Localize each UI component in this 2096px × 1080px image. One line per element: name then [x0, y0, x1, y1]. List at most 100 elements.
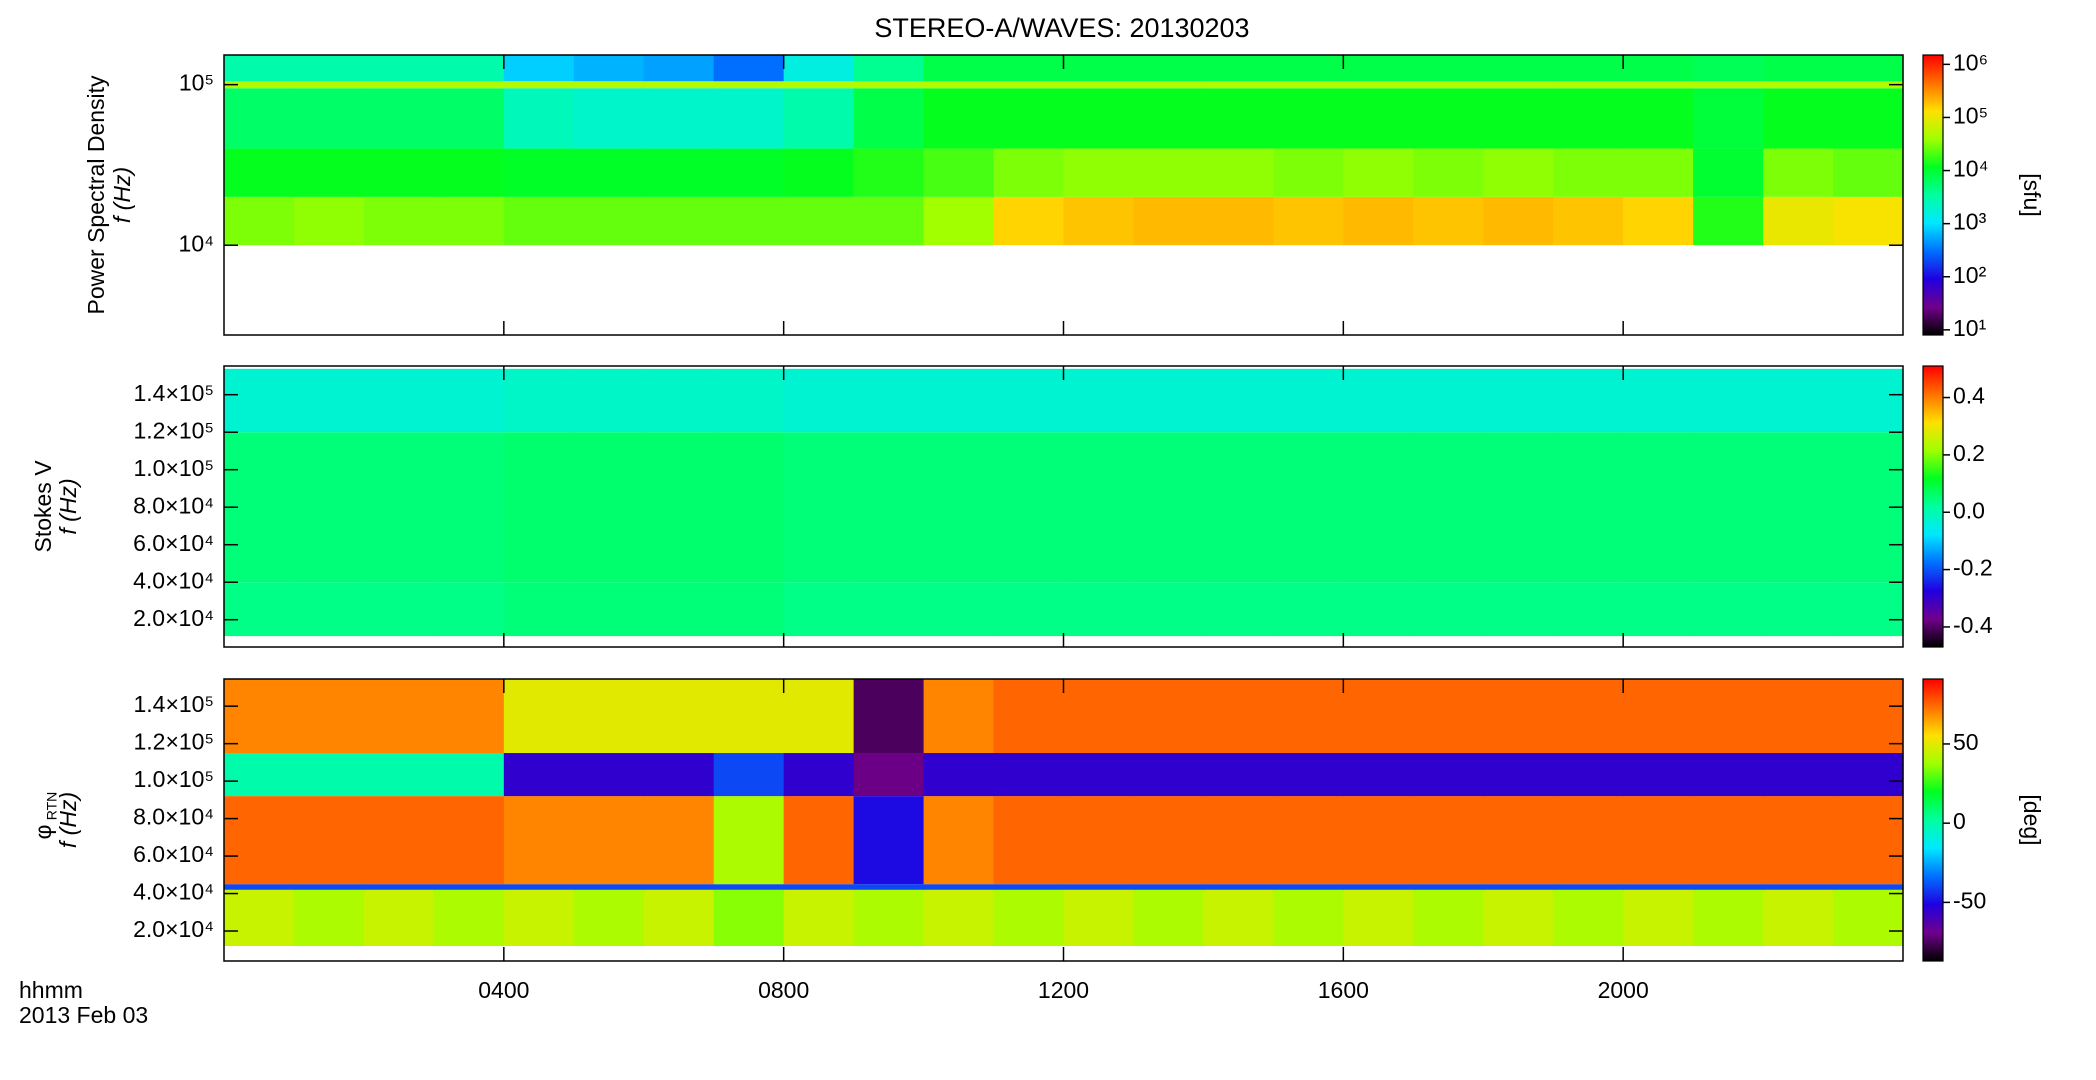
heatmap-cell	[1413, 55, 1484, 82]
heatmap-cell	[1483, 679, 1554, 754]
y-tick-label: 1.2×10⁵	[133, 417, 214, 443]
heatmap-cell	[224, 679, 295, 754]
heatmap-cell	[783, 81, 855, 89]
heatmap-cell	[1553, 432, 1624, 583]
heatmap-cell	[1273, 796, 1344, 885]
y-tick-label: 8.0×10⁴	[133, 804, 214, 830]
heatmap-cell	[853, 753, 925, 797]
heatmap-cell	[1623, 884, 1694, 890]
heatmap-cell	[1203, 81, 1274, 89]
colorbar-tick-label: -0.2	[1953, 555, 1993, 581]
heatmap-cell	[1553, 582, 1624, 637]
y-axis-label: Power Spectral Density	[83, 75, 109, 315]
y-axis-unit: f (Hz)	[55, 792, 81, 848]
colorbar-label: [sfu]	[2019, 173, 2045, 216]
heatmap-cell	[1623, 889, 1694, 947]
heatmap-cell	[363, 889, 435, 947]
heatmap-cell	[1623, 753, 1694, 797]
heatmap-cell	[1203, 582, 1274, 637]
heatmap-cell	[783, 88, 855, 149]
heatmap-cell	[993, 88, 1065, 149]
heatmap-cell	[643, 368, 715, 433]
heatmap-cell	[1763, 55, 1834, 82]
heatmap-cell	[293, 753, 365, 797]
heatmap-cell	[1833, 55, 1904, 82]
heatmap-cell	[1693, 582, 1764, 637]
heatmap-cell	[224, 582, 295, 637]
heatmap-cell	[993, 81, 1065, 89]
y-tick-label: 1.4×10⁵	[133, 691, 214, 717]
y-tick-label: 1.0×10⁵	[133, 455, 214, 481]
heatmap-cell	[1413, 889, 1484, 947]
heatmap-cell	[1763, 889, 1834, 947]
y-tick-label: 8.0×10⁴	[133, 492, 214, 518]
heatmap-cell	[1273, 196, 1344, 246]
heatmap-cell	[783, 368, 855, 433]
heatmap-cell	[1133, 753, 1205, 797]
colorbar-tick-label: 50	[1953, 729, 1979, 755]
heatmap-cell	[1833, 679, 1904, 754]
heatmap-cell	[1343, 196, 1414, 246]
heatmap-cell	[783, 582, 855, 637]
heatmap-cell	[1413, 582, 1484, 637]
heatmap-cell	[1833, 753, 1904, 797]
heatmap-cell	[1763, 753, 1834, 797]
heatmap-cell	[993, 884, 1065, 890]
heatmap-cell	[1763, 884, 1834, 890]
heatmap-cell	[433, 753, 505, 797]
colorbar-tick-label: 0.0	[1953, 497, 1985, 523]
heatmap-cell	[433, 582, 505, 637]
heatmap-cell	[1133, 679, 1205, 754]
heatmap-cell	[1133, 88, 1205, 149]
heatmap-cell	[293, 81, 365, 89]
heatmap-cell	[1273, 432, 1344, 583]
heatmap-cell	[1273, 368, 1344, 433]
colorbar-label: [deg]	[2019, 794, 2045, 845]
heatmap-cell	[1553, 55, 1624, 82]
heatmap-cell	[1203, 88, 1274, 149]
heatmap-cell	[1553, 368, 1624, 433]
heatmap-cell	[1063, 432, 1135, 583]
heatmap-cell	[293, 889, 365, 947]
heatmap-cell	[1693, 88, 1764, 149]
heatmap-cell	[503, 148, 575, 197]
heatmap-cell	[713, 582, 785, 637]
heatmap-cell	[1833, 81, 1904, 89]
heatmap-cell	[1693, 55, 1764, 82]
heatmap-cell	[503, 196, 575, 246]
heatmap-cell	[1063, 81, 1135, 89]
heatmap-cell	[1693, 753, 1764, 797]
y-axis-label: φ	[30, 825, 56, 840]
heatmap-cell	[1413, 796, 1484, 885]
heatmap-cell	[503, 796, 575, 885]
heatmap-cell	[1483, 55, 1554, 82]
heatmap-cell	[643, 582, 715, 637]
y-tick-label: 2.0×10⁴	[133, 605, 214, 631]
heatmap-cell	[363, 432, 435, 583]
heatmap-cell	[1623, 582, 1694, 637]
heatmap-cell	[503, 753, 575, 797]
heatmap-cell	[224, 88, 295, 149]
heatmap-cell	[1343, 582, 1414, 637]
heatmap-cell	[993, 432, 1065, 583]
heatmap-cell	[1693, 889, 1764, 947]
heatmap-cell	[1413, 368, 1484, 433]
x-axis-label: hhmm	[19, 977, 83, 1003]
heatmap-cell	[1693, 679, 1764, 754]
heatmap-cell	[224, 55, 295, 82]
heatmap-cell	[363, 679, 435, 754]
heatmap-cell	[1203, 55, 1274, 82]
heatmap-cell	[713, 368, 785, 433]
heatmap-cell	[573, 432, 645, 583]
heatmap-cell	[1273, 88, 1344, 149]
heatmap-cell	[293, 796, 365, 885]
heatmap-cell	[1133, 889, 1205, 947]
heatmap-cell	[1273, 582, 1344, 637]
heatmap-cell	[923, 432, 995, 583]
heatmap-cell	[783, 148, 855, 197]
heatmap-cell	[1343, 81, 1414, 89]
heatmap-cell	[1553, 81, 1624, 89]
heatmap-cell	[1483, 884, 1554, 890]
heatmap-cell	[713, 148, 785, 197]
heatmap-cell	[573, 196, 645, 246]
